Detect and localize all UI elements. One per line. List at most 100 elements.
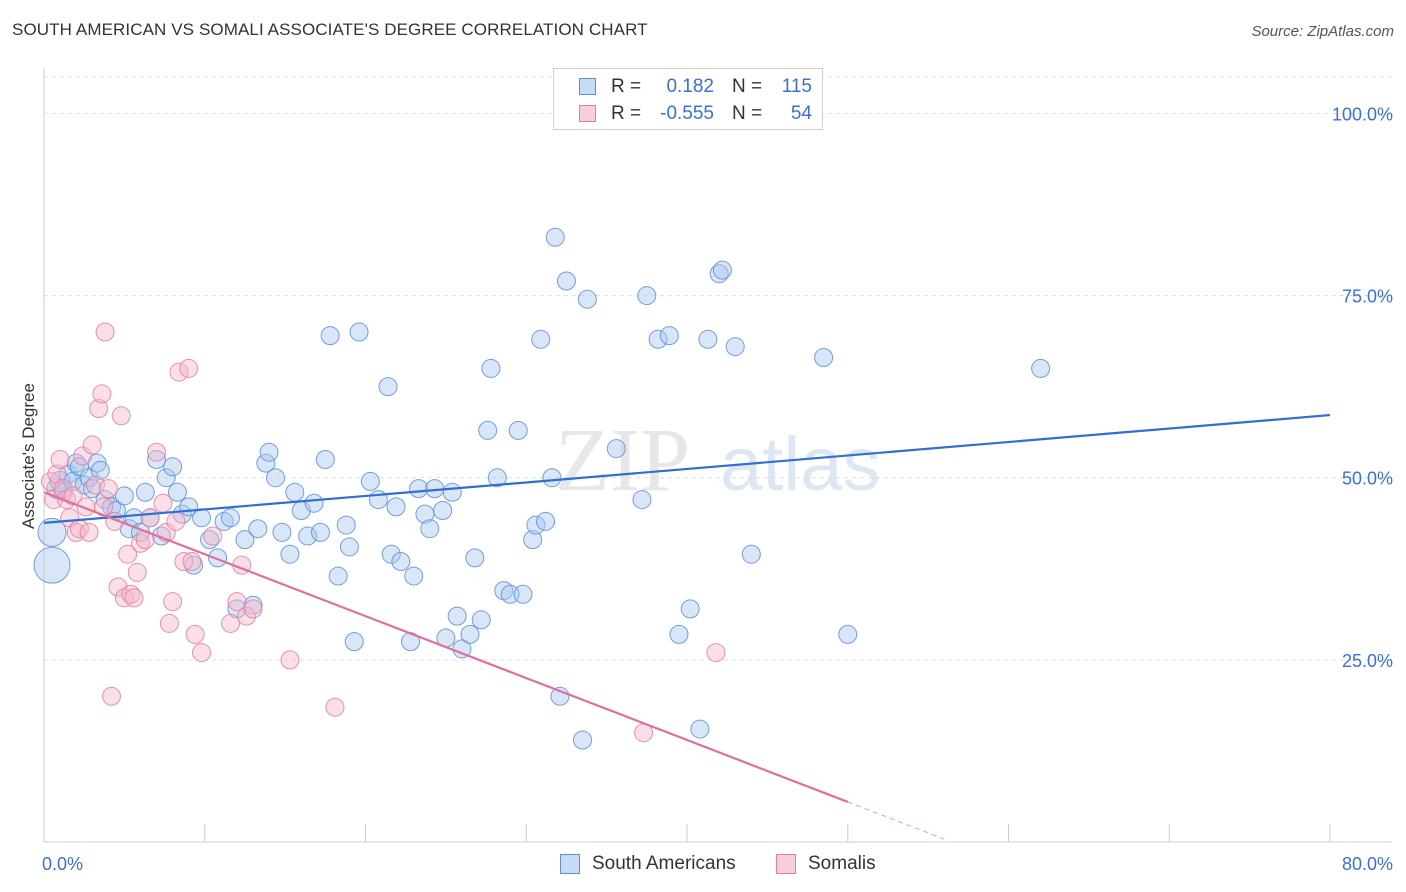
y-tick-label: 100.0% bbox=[1332, 104, 1393, 124]
south-americans-point bbox=[814, 348, 834, 367]
south-americans-point bbox=[545, 227, 565, 247]
south-americans-point bbox=[339, 537, 359, 557]
south-americans-point bbox=[409, 479, 429, 499]
somalis-point bbox=[73, 446, 93, 466]
south-americans-point bbox=[487, 468, 507, 488]
south-americans-point bbox=[556, 271, 576, 291]
legend-swatch-pink bbox=[776, 854, 796, 874]
south-americans-point bbox=[508, 420, 528, 440]
south-americans-point bbox=[82, 479, 102, 499]
south-americans-point bbox=[712, 260, 732, 280]
correlation-legend: R = 0.182 N = 115 R = -0.555 N = 54 bbox=[553, 68, 823, 130]
south-americans-point bbox=[265, 468, 285, 488]
somalis-point bbox=[127, 562, 147, 582]
somalis-point bbox=[50, 450, 70, 469]
somalis-point bbox=[95, 322, 115, 342]
south-americans-point bbox=[526, 515, 546, 535]
south-americans-point bbox=[381, 544, 401, 564]
somalis-point bbox=[92, 384, 112, 404]
south-americans-point bbox=[167, 482, 187, 502]
y-tick-label: 75.0% bbox=[1342, 287, 1393, 307]
somalis-point bbox=[243, 599, 263, 619]
y-tick-label: 25.0% bbox=[1342, 651, 1393, 671]
south-americans-point bbox=[310, 522, 330, 542]
south-americans-point bbox=[272, 522, 292, 542]
south-americans-point bbox=[669, 624, 689, 644]
legend-label: Somalis bbox=[808, 853, 876, 874]
south-americans-point bbox=[360, 471, 380, 491]
somalis-point bbox=[147, 442, 167, 462]
south-americans-point bbox=[680, 599, 700, 619]
south-americans-point bbox=[709, 264, 729, 284]
south-americans-point bbox=[66, 453, 86, 473]
south-americans-point bbox=[648, 329, 668, 349]
source-credit: Source: ZipAtlas.com bbox=[1251, 23, 1394, 40]
south-americans-point bbox=[298, 526, 318, 546]
somalis-point bbox=[118, 544, 138, 564]
somalis-point bbox=[163, 592, 183, 612]
somalis-point bbox=[153, 493, 173, 513]
south-americans-point bbox=[420, 519, 440, 539]
legend-swatch-blue bbox=[579, 78, 596, 95]
south-americans-point bbox=[481, 358, 501, 378]
south-americans-point bbox=[156, 468, 176, 488]
somalis-point bbox=[325, 697, 345, 717]
south-americans-point bbox=[404, 566, 424, 586]
somalis-point bbox=[166, 511, 186, 531]
south-americans-point bbox=[1031, 358, 1051, 378]
south-americans-point bbox=[172, 504, 192, 524]
south-americans-point bbox=[465, 548, 485, 568]
south-americans-point bbox=[235, 530, 255, 550]
legend-n-value: 54 bbox=[790, 103, 812, 124]
somalis-point bbox=[203, 526, 223, 546]
south-americans-point bbox=[79, 468, 99, 488]
somalis-point bbox=[192, 643, 212, 663]
watermark-zip: ZIP bbox=[555, 411, 690, 510]
south-americans-point bbox=[386, 497, 406, 517]
somalis-trend-line bbox=[43, 491, 849, 803]
south-americans-point bbox=[690, 719, 710, 739]
south-americans-point bbox=[214, 511, 234, 531]
y-tick-label: 50.0% bbox=[1342, 469, 1393, 489]
chart-title: SOUTH AMERICAN VS SOMALI ASSOCIATE'S DEG… bbox=[12, 20, 648, 39]
south-americans-point bbox=[637, 286, 657, 306]
south-americans-point bbox=[741, 544, 761, 564]
south-americans-point bbox=[220, 508, 240, 528]
south-americans-point bbox=[632, 490, 652, 510]
legend-r-label: R = bbox=[611, 76, 642, 97]
south-americans-point bbox=[328, 566, 348, 586]
somalis-point bbox=[53, 479, 73, 499]
south-americans-point bbox=[378, 377, 398, 397]
legend-n-value: 115 bbox=[781, 76, 812, 97]
south-americans-point bbox=[349, 322, 369, 342]
south-americans-point bbox=[114, 486, 134, 506]
south-americans-point bbox=[838, 624, 858, 644]
somalis-point bbox=[179, 358, 199, 378]
somalis-point bbox=[185, 624, 205, 644]
south-americans-point bbox=[531, 329, 551, 349]
south-americans-point bbox=[285, 482, 305, 502]
south-americans-point bbox=[478, 420, 498, 440]
data-points bbox=[33, 227, 1051, 750]
south-americans-point bbox=[192, 508, 212, 528]
somalis-point bbox=[237, 606, 257, 626]
south-americans-point bbox=[536, 511, 556, 531]
south-americans-point bbox=[442, 482, 462, 502]
legend-row-somalis: R = -0.555 N = 54 bbox=[554, 101, 824, 127]
south-americans-point bbox=[200, 530, 220, 550]
y-axis-title: Associate's Degree bbox=[19, 383, 38, 529]
south-americans-point bbox=[698, 329, 718, 349]
legend-r-label: R = bbox=[611, 103, 642, 124]
somalis-point bbox=[89, 399, 109, 418]
south-americans-point bbox=[147, 450, 167, 469]
south-americans-point bbox=[725, 337, 745, 357]
trend-lines bbox=[43, 413, 1331, 840]
south-americans-point bbox=[659, 326, 679, 346]
south-americans-point bbox=[471, 610, 491, 630]
somalis-point bbox=[174, 552, 194, 571]
legend-row-south-americans: R = 0.182 N = 115 bbox=[554, 74, 824, 100]
south-americans-point bbox=[336, 515, 356, 535]
south-americans-point bbox=[315, 450, 335, 469]
south-americans-point bbox=[460, 624, 480, 644]
south-americans-point bbox=[523, 530, 543, 550]
